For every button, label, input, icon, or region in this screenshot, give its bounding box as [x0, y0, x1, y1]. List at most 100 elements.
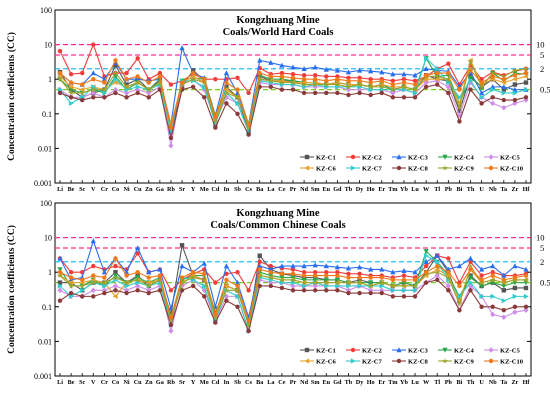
data-point [346, 271, 351, 276]
legend-label: KZ-C8 [408, 359, 428, 366]
data-point [467, 255, 474, 261]
data-point [445, 76, 452, 82]
x-tick-label: Eu [322, 186, 330, 193]
data-point [357, 90, 362, 96]
data-point [90, 279, 97, 286]
data-point [401, 277, 407, 283]
data-point [356, 86, 363, 93]
data-point [457, 94, 463, 100]
data-point [368, 68, 374, 74]
data-point [257, 57, 263, 63]
data-point [501, 277, 507, 283]
data-point [489, 276, 496, 283]
x-tick-label: Pb [445, 186, 453, 193]
data-point [179, 263, 185, 269]
x-tick-label: Pb [445, 379, 453, 386]
x-tick-label: Gd [333, 186, 342, 193]
data-point [312, 273, 318, 278]
data-point [68, 95, 74, 100]
data-point [356, 67, 363, 73]
legend-label: KZ-C8 [408, 166, 428, 173]
legend-label: KZ-C6 [316, 166, 336, 173]
x-tick-label: Th [467, 379, 475, 386]
data-point [90, 238, 96, 244]
data-point [412, 269, 418, 275]
data-point [235, 87, 240, 92]
data-point [268, 266, 274, 272]
data-point [57, 283, 63, 289]
data-point [246, 288, 251, 293]
x-tick-label: Mo [200, 186, 209, 193]
legend-label: KZ-C5 [500, 155, 520, 162]
data-point [68, 275, 74, 280]
data-point [168, 312, 174, 317]
data-point [124, 290, 129, 296]
legend-label: KZ-C7 [362, 166, 382, 173]
data-point [224, 101, 229, 106]
data-point [511, 67, 518, 73]
data-point [113, 256, 118, 261]
y-tick-label: 0.1 [42, 110, 52, 119]
legend-label: KZ-C3 [408, 348, 428, 355]
legend-marker [396, 358, 402, 364]
data-point [301, 65, 307, 71]
x-tick-label: Er [378, 379, 385, 386]
data-point [468, 267, 473, 272]
data-point [123, 279, 130, 286]
data-point [312, 84, 318, 90]
legend-marker [396, 154, 402, 160]
data-point [501, 79, 507, 86]
x-tick-label: Tl [434, 379, 440, 386]
data-point [512, 293, 518, 299]
x-tick-label: In [223, 186, 229, 193]
data-point [146, 275, 151, 280]
data-point [434, 266, 440, 273]
data-point [245, 124, 252, 131]
x-tick-label: Cd [211, 186, 219, 193]
data-point [379, 90, 384, 96]
x-tick-label: Ni [123, 379, 129, 386]
data-point [490, 263, 496, 269]
data-point [468, 68, 473, 73]
data-point [90, 86, 97, 93]
data-point [102, 90, 108, 96]
data-point [335, 90, 340, 96]
data-point [289, 79, 297, 86]
x-tick-label: Ho [367, 379, 375, 386]
data-point [91, 42, 96, 47]
data-point [234, 287, 241, 293]
data-point [167, 317, 174, 324]
data-point [389, 86, 396, 93]
data-point [267, 77, 274, 84]
data-point [346, 75, 351, 80]
data-point [234, 94, 241, 100]
data-point [523, 304, 529, 309]
data-point [501, 84, 507, 90]
data-point [224, 80, 229, 85]
data-point [246, 318, 251, 323]
data-point [423, 55, 429, 61]
data-point [168, 305, 174, 311]
data-point [479, 101, 484, 106]
x-tick-label: Sm [311, 186, 320, 193]
data-point [301, 279, 308, 286]
data-point [468, 288, 473, 293]
data-point [457, 293, 463, 299]
data-point [279, 70, 285, 76]
data-point [445, 274, 452, 281]
x-tick-label: Tm [388, 186, 398, 193]
data-point [246, 122, 251, 127]
legend-marker [442, 347, 448, 353]
data-point [112, 293, 118, 299]
x-tick-label: Sb [234, 379, 241, 386]
legend-marker [304, 154, 310, 160]
data-point [446, 288, 451, 293]
data-point [145, 280, 151, 286]
data-point [501, 97, 507, 103]
y-tick-label: 10 [44, 234, 52, 243]
data-point [435, 70, 440, 76]
data-point [223, 287, 230, 293]
data-point [324, 78, 329, 83]
data-point [423, 270, 429, 275]
data-point [245, 321, 252, 328]
